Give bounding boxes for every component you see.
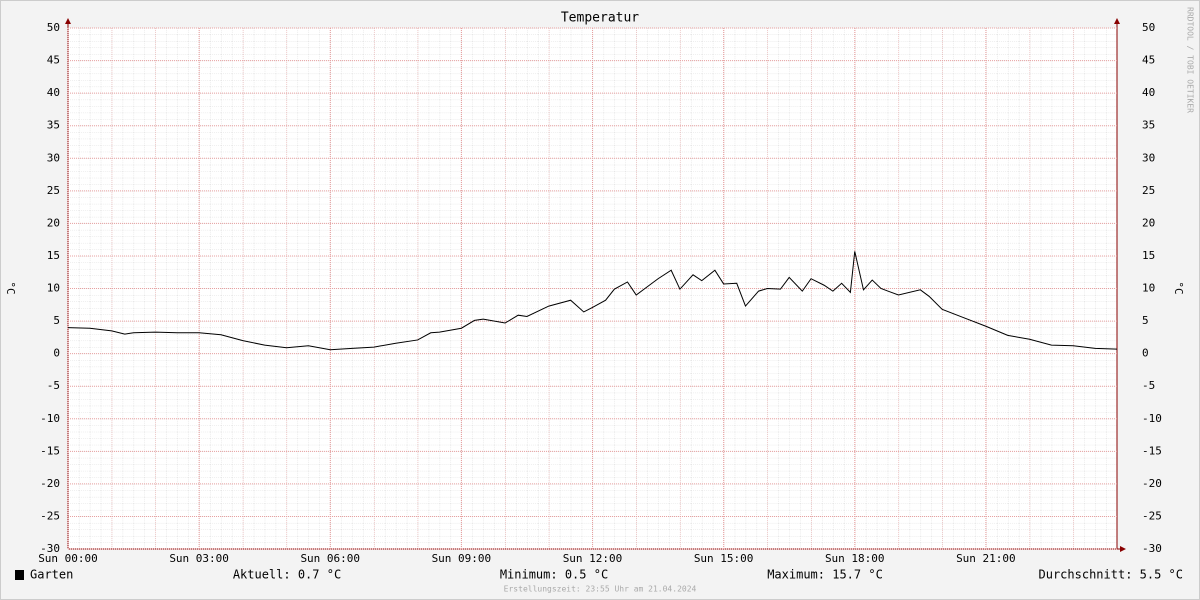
legend-stat: Minimum: 0.5 °C — [500, 568, 608, 582]
y-tick-label: 25 — [47, 184, 60, 197]
footer: Erstellungszeit: 23:55 Uhr am 21.04.2024 — [504, 585, 697, 594]
series-line — [67, 251, 1118, 351]
y-tick-label: 15 — [47, 249, 60, 262]
y2-tick-label: 5 — [1142, 314, 1149, 327]
y-tick-label: -15 — [40, 444, 60, 457]
legend-stat: Durchschnitt: 5.5 °C — [1039, 568, 1184, 582]
legend-stat: Maximum: 15.7 °C — [767, 568, 883, 582]
x-tick-label: Sun 12:00 — [563, 552, 623, 565]
y-tick-label: -20 — [40, 477, 60, 490]
y-tick-label: -30 — [40, 542, 60, 555]
y2-tick-label: -15 — [1142, 444, 1162, 457]
legend-swatch — [15, 570, 24, 580]
legend-label: Garten — [30, 568, 73, 582]
y-tick-label: 10 — [47, 282, 60, 295]
y-tick-label: 30 — [47, 151, 60, 164]
x-tick-label: Sun 03:00 — [169, 552, 229, 565]
y2-tick-label: 15 — [1142, 249, 1155, 262]
y-tick-label: -10 — [40, 412, 60, 425]
x-tick-label: Sun 21:00 — [956, 552, 1016, 565]
y2-axis-label: °C — [1172, 281, 1185, 294]
y-tick-label: 20 — [47, 216, 60, 229]
legend-stat: Aktuell: 0.7 °C — [233, 568, 341, 582]
x-tick-label: Sun 15:00 — [694, 552, 754, 565]
y2-tick-label: 25 — [1142, 184, 1155, 197]
y2-tick-label: 50 — [1142, 21, 1155, 34]
y2-tick-label: 0 — [1142, 347, 1149, 360]
x-tick-label: Sun 09:00 — [432, 552, 492, 565]
y2-tick-label: 30 — [1142, 151, 1155, 164]
x-tick-label: Sun 00:00 — [38, 552, 98, 565]
y2-tick-label: -30 — [1142, 542, 1162, 555]
y-axis-label: °C — [4, 281, 17, 294]
watermark: RRDTOOL / TOBI OETIKER — [1186, 7, 1195, 113]
y-tick-label: 45 — [47, 54, 60, 67]
y-tick-label: -5 — [47, 379, 60, 392]
y2-tick-label: 40 — [1142, 86, 1155, 99]
y-tick-label: 35 — [47, 119, 60, 132]
y2-tick-label: 35 — [1142, 119, 1155, 132]
x-tick-label: Sun 06:00 — [300, 552, 360, 565]
y-tick-label: 5 — [53, 314, 60, 327]
y2-tick-label: -10 — [1142, 412, 1162, 425]
y2-tick-label: -20 — [1142, 477, 1162, 490]
y-tick-label: -25 — [40, 509, 60, 522]
y2-tick-label: 20 — [1142, 216, 1155, 229]
y-tick-label: 0 — [53, 347, 60, 360]
x-tick-label: Sun 18:00 — [825, 552, 885, 565]
y-tick-label: 40 — [47, 86, 60, 99]
y2-tick-label: 45 — [1142, 54, 1155, 67]
y2-tick-label: 10 — [1142, 282, 1155, 295]
y2-tick-label: -25 — [1142, 509, 1162, 522]
y-tick-label: 50 — [47, 21, 60, 34]
y2-tick-label: -5 — [1142, 379, 1155, 392]
chart-title: Temperatur — [561, 11, 639, 26]
